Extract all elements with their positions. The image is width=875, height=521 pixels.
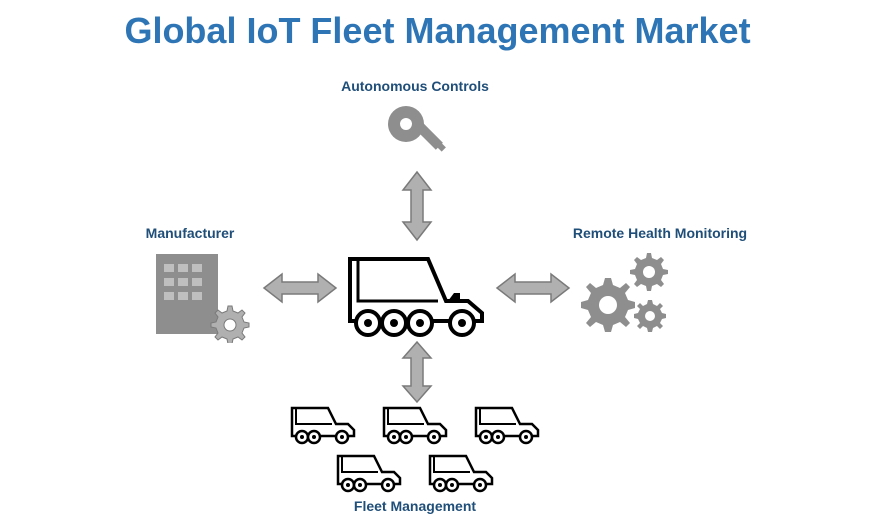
arrow-left-icon — [262, 270, 338, 306]
fleet-trucks-icon — [288, 402, 548, 497]
building-gear-icon — [150, 248, 250, 343]
gears-icon — [573, 248, 683, 343]
center-truck-icon — [342, 245, 492, 340]
arrow-right-icon — [495, 270, 571, 306]
page-title: Global IoT Fleet Management Market — [0, 10, 875, 52]
arrow-top-icon — [399, 170, 435, 242]
label-remote-health: Remote Health Monitoring — [545, 225, 775, 241]
key-icon — [382, 100, 448, 166]
label-fleet-management: Fleet Management — [310, 498, 520, 514]
label-manufacturer: Manufacturer — [120, 225, 260, 241]
label-autonomous-controls: Autonomous Controls — [310, 78, 520, 94]
arrow-bottom-icon — [399, 340, 435, 404]
